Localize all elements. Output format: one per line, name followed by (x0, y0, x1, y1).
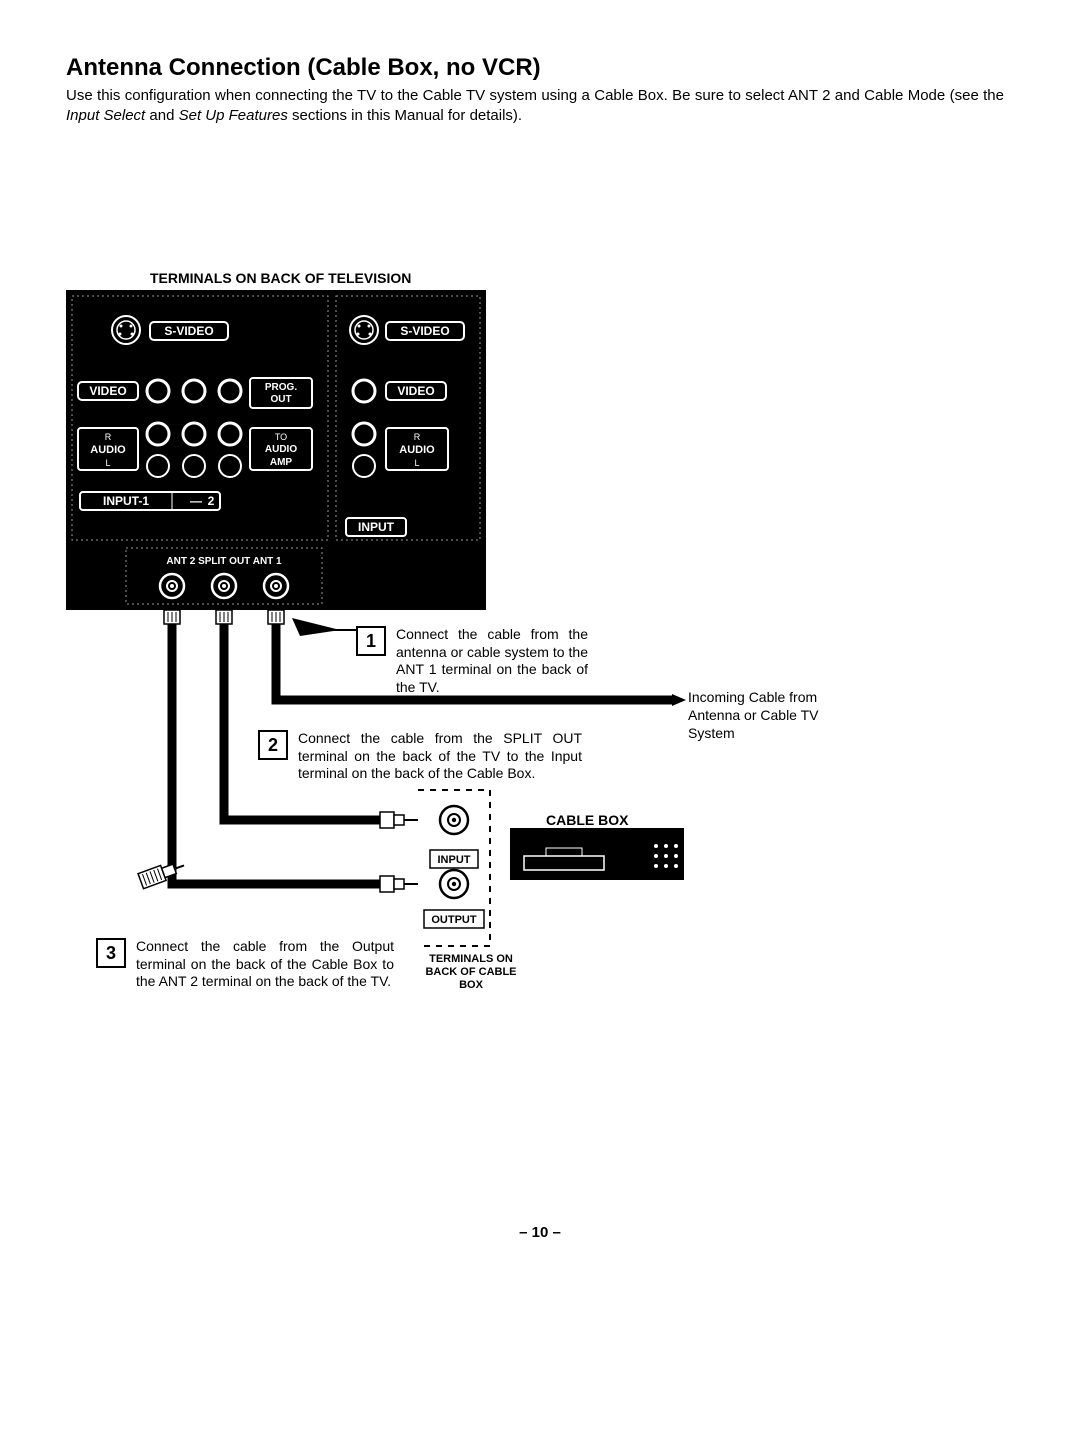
tv-terminals-heading: TERMINALS ON BACK OF TELEVISION (150, 270, 411, 286)
input1-label: INPUT-1 (103, 494, 149, 508)
step-3-text: Connect the cable from the Output termin… (136, 938, 394, 991)
svg-text:R: R (105, 432, 112, 442)
intro-text-1: Use this configuration when connecting t… (66, 87, 1004, 104)
page-number: – 10 – (0, 1224, 1080, 1241)
video-label-1: VIDEO (89, 384, 126, 398)
intro-text-3: sections in this Manual for details). (288, 107, 522, 124)
intro-italic-1: Input Select (66, 107, 145, 124)
plug-icon-top (380, 812, 418, 828)
input-group-label: INPUT (358, 520, 395, 534)
svg-text:TO: TO (275, 432, 287, 442)
intro-italic-2: Set Up Features (179, 107, 288, 124)
cable-box-diagram (510, 828, 684, 880)
svg-text:OUT: OUT (270, 394, 291, 405)
svideo-label-2: S-VIDEO (400, 324, 449, 338)
svg-text:L: L (414, 458, 419, 468)
svg-text:AMP: AMP (270, 457, 293, 468)
plug-icon-bottom (380, 876, 418, 892)
ant-stubs-icon (164, 610, 284, 624)
svg-text:AUDIO: AUDIO (265, 444, 297, 455)
video-label-2: VIDEO (397, 384, 434, 398)
cable-box-heading: CABLE BOX (546, 812, 628, 828)
step-2-number: 2 (258, 730, 288, 760)
page-title: Antenna Connection (Cable Box, no VCR) (66, 54, 541, 82)
step-2: 2 Connect the cable from the SPLIT OUT t… (258, 730, 582, 783)
step-3: 3 Connect the cable from the Output term… (96, 938, 394, 991)
svideo-label-1: S-VIDEO (164, 324, 213, 338)
step-1: 1 Connect the cable from the antenna or … (356, 626, 588, 696)
cablebox-output-label: OUTPUT (431, 914, 477, 926)
cablebox-terminal-panel: INPUT OUTPUT (418, 790, 490, 946)
intro-paragraph: Use this configuration when connecting t… (66, 86, 1004, 127)
svg-text:PROG.: PROG. (265, 382, 297, 393)
cablebox-terminals-heading: TERMINALS ON BACK OF CABLE BOX (416, 953, 526, 993)
step-1-number: 1 (356, 626, 386, 656)
tv-back-panel: S-VIDEO S-VIDEO VIDEO PROG. OUT VIDEO R … (66, 290, 486, 610)
audio-label-1: AUDIO (90, 444, 126, 456)
loose-plug-icon (138, 858, 187, 889)
svg-text:R: R (414, 432, 421, 442)
svg-text:ANT 2 SPLIT OUT ANT 1: ANT 2 SPLIT OUT ANT 1 (166, 556, 282, 567)
incoming-cable-label: Incoming Cable from Antenna or Cable TV … (688, 688, 858, 743)
svg-text:—: — (190, 494, 202, 508)
step-2-text: Connect the cable from the SPLIT OUT ter… (298, 730, 582, 783)
step-3-number: 3 (96, 938, 126, 968)
audio-label-2: AUDIO (399, 444, 435, 456)
step-1-text: Connect the cable from the antenna or ca… (396, 626, 588, 696)
intro-text-2: and (145, 107, 178, 124)
step1-pointer-icon (292, 618, 340, 636)
svg-text:2: 2 (208, 494, 215, 508)
svg-text:L: L (105, 458, 110, 468)
cablebox-input-label: INPUT (438, 854, 471, 866)
